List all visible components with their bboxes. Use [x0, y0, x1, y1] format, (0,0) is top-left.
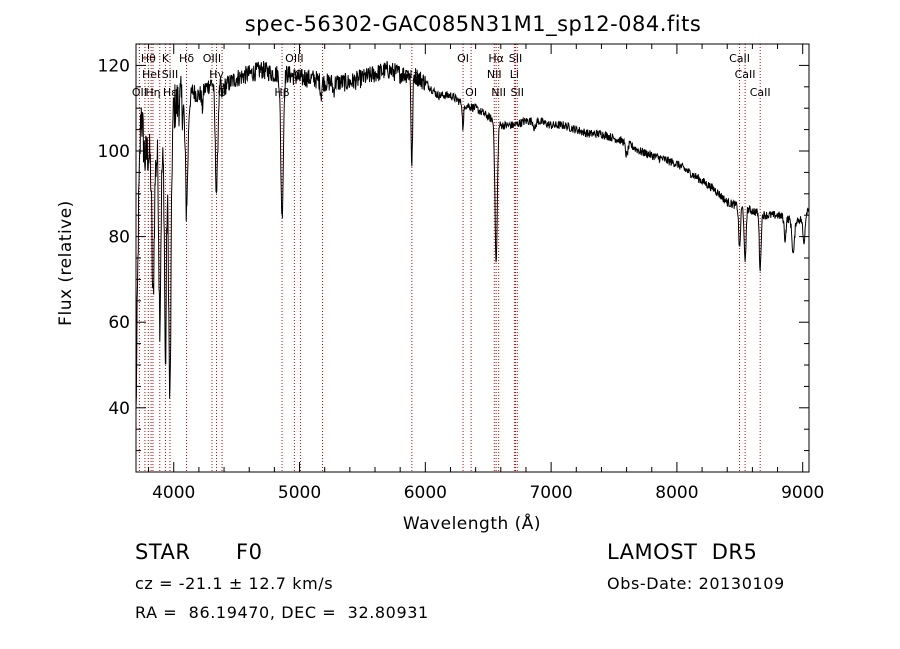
y-axis-label: Flux (relative) [56, 200, 76, 326]
line-marker-label: Hθ [141, 52, 156, 65]
line-marker-label: Hη [145, 86, 160, 99]
line-marker-group [138, 44, 761, 472]
y-tick-label: 60 [108, 313, 130, 333]
chart-title: spec-56302-GAC085N31M1_sp12-084.fits [245, 12, 702, 37]
line-marker-label: OI [465, 86, 477, 99]
line-marker-label: CaII [735, 68, 756, 81]
y-tick-label: 100 [98, 142, 130, 162]
survey-name: LAMOST DR5 [607, 540, 758, 564]
obs-date-text: Obs-Date: 20130109 [607, 574, 785, 593]
line-marker-label: Hα [488, 52, 504, 65]
x-axis-label: Wavelength (Å) [403, 512, 541, 534]
y-tick-label: 40 [108, 399, 130, 419]
x-tick-label: 6000 [404, 483, 447, 503]
axis-ticks: 4000 5000 6000 7000 8000 9000 40 60 80 100 120 [98, 43, 824, 503]
x-tick-label: 7000 [529, 483, 572, 503]
y-tick-label: 80 [108, 228, 130, 248]
line-marker-label: Li [510, 68, 519, 81]
line-marker-label: Hγ [209, 68, 224, 81]
line-marker-label: OIII [203, 52, 221, 65]
x-tick-label: 5000 [278, 483, 321, 503]
x-tick-label: 4000 [152, 483, 195, 503]
line-marker-label: OI [457, 52, 469, 65]
line-marker-label: CaII [729, 52, 750, 65]
spectrum-line [135, 60, 810, 409]
y-tick-label: 120 [98, 56, 130, 76]
line-marker-label: CaII [750, 86, 771, 99]
x-tick-label: 9000 [781, 483, 824, 503]
line-marker-label: OIII [285, 52, 303, 65]
line-marker-label: NII [487, 68, 502, 81]
line-marker-label: SII [511, 86, 524, 99]
line-marker-label: Hβ [274, 86, 289, 99]
line-marker-label: HeI [142, 68, 160, 81]
spectral-class: F0 [236, 540, 263, 564]
line-marker-label: SII [509, 52, 522, 65]
coords-text: RA = 86.19470, DEC = 32.80931 [135, 603, 429, 622]
line-marker-label: SiII [162, 68, 179, 81]
line-marker-label: NII [491, 86, 506, 99]
object-type: STAR [135, 540, 191, 564]
line-marker-label: Hδ [179, 52, 194, 65]
x-tick-label: 8000 [655, 483, 698, 503]
velocity-text: cz = -21.1 ± 12.7 km/s [135, 574, 334, 593]
line-marker-label: K [162, 52, 170, 65]
line-marker-label: Hε [163, 86, 177, 99]
